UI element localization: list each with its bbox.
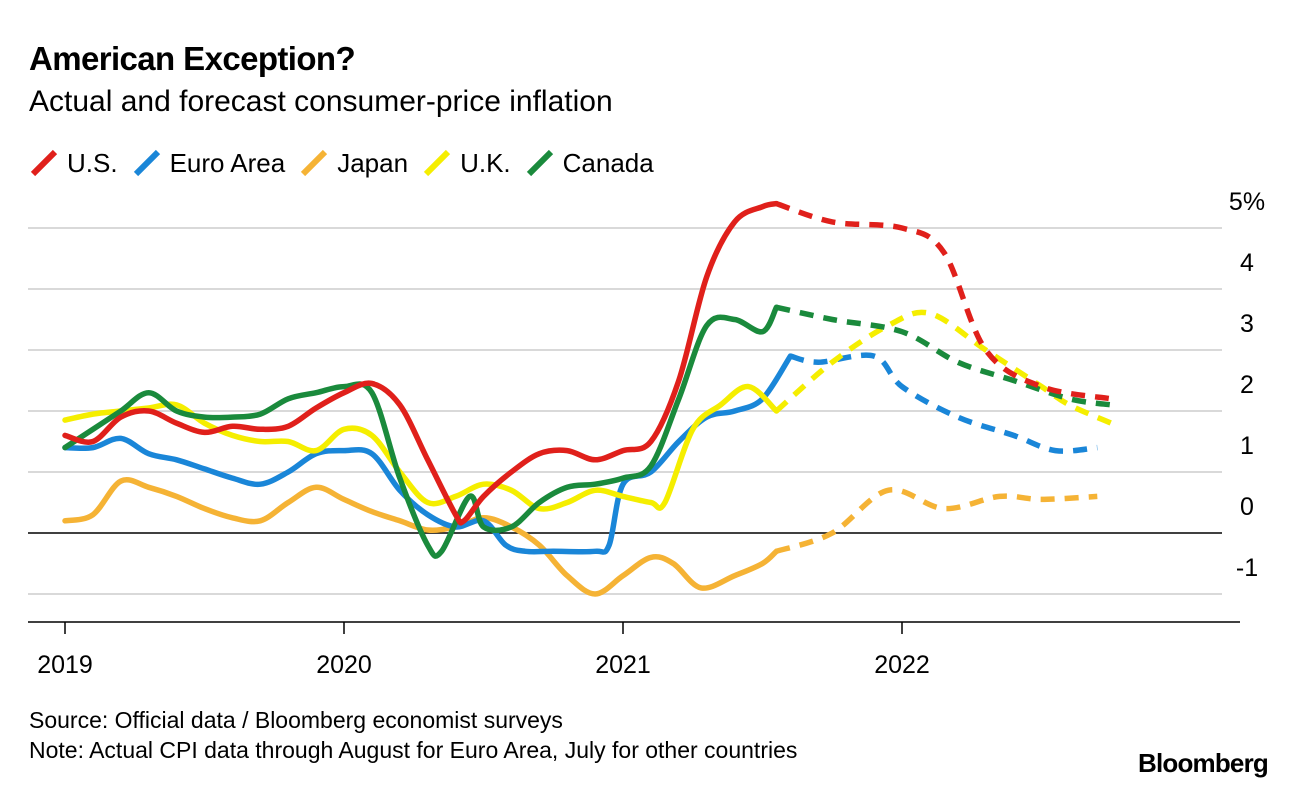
chart-title: American Exception? (29, 40, 356, 77)
y-tick-label: -1 (1236, 554, 1258, 582)
x-tick-label: 2022 (874, 651, 930, 679)
legend-label-uk: U.K. (460, 147, 511, 178)
series-line-actual-u-s (62, 200, 780, 526)
legend-mark-euro-area (133, 149, 160, 177)
series-line-forecast-u-s (775, 200, 1112, 402)
x-tick-label: 2021 (595, 651, 651, 679)
y-tick-label: 2 (1240, 371, 1254, 399)
data-note: Note: Actual CPI data through August for… (29, 737, 798, 763)
legend-swatch-uk (423, 149, 451, 177)
legend-label-canada: Canada (562, 147, 654, 178)
legend-mark-canada (526, 149, 553, 177)
chart-subtitle: Actual and forecast consumer-price infla… (29, 85, 613, 118)
series-line-actual-japan (62, 477, 780, 597)
legend: U.S. Euro Area Japan U.K. Canada (29, 145, 668, 181)
legend-label-japan: Japan (337, 147, 409, 178)
legend-item-japan: Japan (299, 148, 408, 179)
legend-label-euro-area: Euro Area (169, 147, 286, 178)
legend-swatch-japan (301, 149, 328, 177)
series-line-actual-u-k (62, 383, 780, 512)
legend-swatch-euro-area (133, 149, 160, 177)
x-tick-label: 2019 (37, 651, 93, 679)
series-line-actual-canada (62, 304, 780, 559)
line-chart: 5% 4 3 2 1 0 -1 2019 2020 2021 2022 (28, 188, 1265, 679)
legend-item-uk: U.K. (422, 148, 511, 179)
y-tick-label: 4 (1240, 249, 1254, 277)
legend-item-us: U.S. (29, 148, 118, 179)
legend-swatch-canada (526, 149, 553, 177)
x-tick-label: 2020 (316, 651, 372, 679)
series-line-forecast-canada (775, 304, 1112, 408)
y-tick-label: 3 (1240, 310, 1254, 338)
legend-swatch-us (30, 149, 58, 177)
y-tick-label: 5% (1229, 188, 1265, 216)
legend-item-canada: Canada (525, 148, 654, 179)
legend-mark-japan (301, 149, 328, 177)
legend-item-euro-area: Euro Area (132, 147, 286, 179)
bloomberg-logo: Bloomberg (1137, 748, 1269, 778)
legend-mark-uk (423, 149, 451, 177)
source-note: Source: Official data / Bloomberg econom… (29, 707, 563, 733)
y-tick-label: 1 (1240, 432, 1254, 460)
series-line-forecast-japan (775, 487, 1098, 554)
y-tick-label: 0 (1240, 493, 1254, 521)
series-line-forecast-euro-area (789, 352, 1098, 454)
series-line-forecast-u-k (774, 309, 1113, 426)
legend-mark-us (30, 149, 58, 177)
legend-label-us: U.S. (67, 147, 118, 178)
series-line-actual-euro-area (62, 353, 794, 555)
